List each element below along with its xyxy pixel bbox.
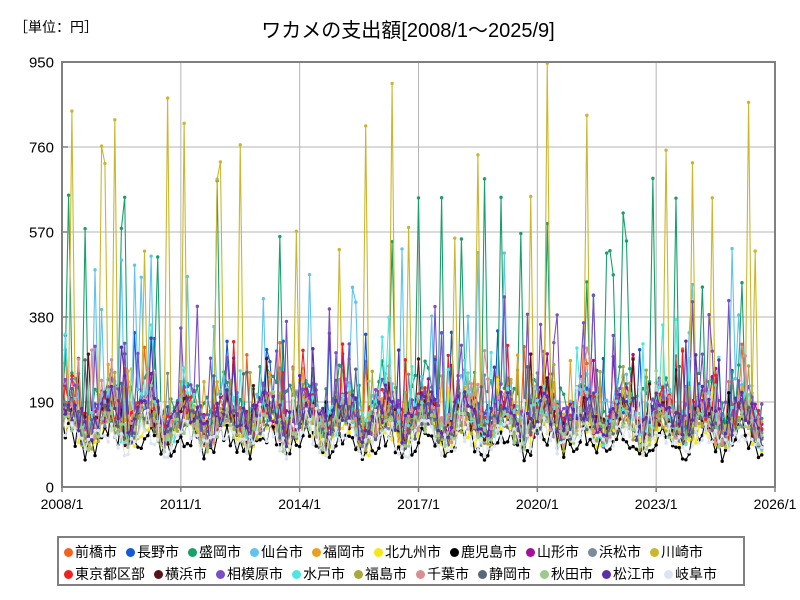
legend-marker-icon <box>416 569 425 579</box>
legend-item[interactable]: 秋田市 <box>540 567 593 581</box>
legend-label: 川崎市 <box>661 544 703 560</box>
y-tick-label: 190 <box>29 395 54 412</box>
legend-label: 仙台市 <box>261 544 303 560</box>
legend-label: 鹿児島市 <box>461 544 517 560</box>
legend-item[interactable]: 岐阜市 <box>664 567 717 581</box>
legend-label: 千葉市 <box>427 566 469 582</box>
x-tick-label: 2020/1 <box>516 496 559 512</box>
legend-item[interactable]: 仙台市 <box>250 545 303 559</box>
legend-label: 浜松市 <box>599 544 641 560</box>
legend-label: 前橋市 <box>75 544 117 560</box>
legend-label: 岐阜市 <box>675 566 717 582</box>
legend-marker-icon <box>664 569 673 579</box>
legend-marker-icon <box>250 547 259 557</box>
y-tick-label: 380 <box>29 310 54 327</box>
legend-item[interactable]: 浜松市 <box>588 545 641 559</box>
legend-marker-icon <box>292 569 301 579</box>
legend-label: 秋田市 <box>551 566 593 582</box>
legend-label: 東京都区部 <box>75 566 145 582</box>
legend-marker-icon <box>354 569 363 579</box>
legend-item[interactable]: 福島市 <box>354 567 407 581</box>
legend-marker-icon <box>650 547 659 557</box>
legend-item[interactable]: 千葉市 <box>416 567 469 581</box>
legend-row-1: 前橋市 長野市 盛岡市 仙台市 福岡市 北九州市 鹿児島市 山形市 浜松市 川崎市 <box>59 541 743 563</box>
legend-marker-icon <box>602 569 611 579</box>
legend-label: 松江市 <box>613 566 655 582</box>
legend-item[interactable]: 川崎市 <box>650 545 703 559</box>
legend-item[interactable]: 前橋市 <box>64 545 117 559</box>
legend-label: 盛岡市 <box>199 544 241 560</box>
legend-marker-icon <box>154 569 163 579</box>
legend-marker-icon <box>526 547 535 557</box>
data-series-group <box>62 62 764 463</box>
legend-item[interactable]: 北九州市 <box>374 545 441 559</box>
legend-item[interactable]: 静岡市 <box>478 567 531 581</box>
legend-label: 福島市 <box>365 566 407 582</box>
legend-marker-icon <box>64 569 73 579</box>
page-title: ワカメの支出額[2008/1～2025/9] <box>0 14 800 43</box>
legend-marker-icon <box>540 569 549 579</box>
legend-item[interactable]: 相模原市 <box>216 567 283 581</box>
legend-marker-icon <box>374 547 383 557</box>
legend-label: 横浜市 <box>165 566 207 582</box>
unit-label: ［単位：円］ <box>14 19 98 35</box>
legend-label: 山形市 <box>537 544 579 560</box>
legend-marker-icon <box>188 547 197 557</box>
legend-label: 福岡市 <box>323 544 365 560</box>
legend-item[interactable]: 松江市 <box>602 567 655 581</box>
y-axis: 0 190 380 570 760 950 <box>29 55 68 497</box>
x-tick-label: 2017/1 <box>397 496 440 512</box>
x-tick-label: 2014/1 <box>278 496 321 512</box>
y-tick-label: 570 <box>29 225 54 242</box>
legend-item[interactable]: 長野市 <box>126 545 179 559</box>
chart-title-text: ワカメの支出額[2008/1～2025/9] <box>261 20 555 42</box>
legend-item[interactable]: 東京都区部 <box>64 567 145 581</box>
legend-marker-icon <box>450 547 459 557</box>
legend-marker-icon <box>588 547 597 557</box>
legend-marker-icon <box>64 547 73 557</box>
x-axis: 2008/1 2011/1 2014/1 2017/1 2020/1 2023/1 2026… <box>41 487 797 512</box>
y-tick-label: 760 <box>29 140 54 157</box>
legend-label: 静岡市 <box>489 566 531 582</box>
series-松江市 <box>62 336 764 449</box>
legend-label: 相模原市 <box>227 566 283 582</box>
x-tick-label: 2026/1 <box>754 496 797 512</box>
x-tick-label: 2011/1 <box>160 496 202 512</box>
legend-item[interactable]: 鹿児島市 <box>450 545 517 559</box>
legend-marker-icon <box>126 547 135 557</box>
y-tick-label: 0 <box>46 480 54 497</box>
legend-item[interactable]: 山形市 <box>526 545 579 559</box>
x-tick-label: 2008/1 <box>41 496 84 512</box>
legend-marker-icon <box>216 569 225 579</box>
legend-label: 水戸市 <box>303 566 345 582</box>
legend-item[interactable]: 福岡市 <box>312 545 365 559</box>
y-tick-label: 950 <box>29 55 54 72</box>
legend-item[interactable]: 横浜市 <box>154 567 207 581</box>
series-岐阜市 <box>62 385 764 461</box>
legend-item[interactable]: 盛岡市 <box>188 545 241 559</box>
legend-marker-icon <box>478 569 487 579</box>
legend-marker-icon <box>312 547 321 557</box>
legend: 前橋市 長野市 盛岡市 仙台市 福岡市 北九州市 鹿児島市 山形市 浜松市 川崎市 東京都区部 横浜… <box>57 536 745 586</box>
legend-item[interactable]: 水戸市 <box>292 567 345 581</box>
legend-row-2: 東京都区部 横浜市 相模原市 水戸市 福島市 千葉市 静岡市 秋田市 松江市 岐阜市 <box>59 563 743 585</box>
legend-label: 北九州市 <box>385 544 441 560</box>
legend-label: 長野市 <box>137 544 179 560</box>
x-tick-label: 2023/1 <box>635 496 678 512</box>
